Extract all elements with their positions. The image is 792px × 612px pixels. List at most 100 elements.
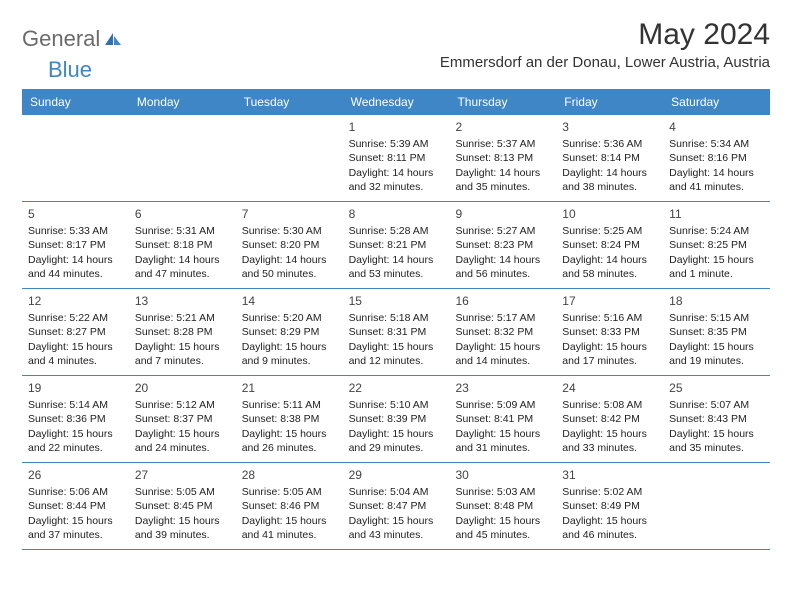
daylight-line: Daylight: 15 hours and 46 minutes. [562,514,657,542]
sunrise-line: Sunrise: 5:11 AM [242,398,337,412]
sunset-line: Sunset: 8:29 PM [242,325,337,339]
brand-part1: General [22,26,100,52]
sunrise-line: Sunrise: 5:33 AM [28,224,123,238]
day-cell-19: 19Sunrise: 5:14 AMSunset: 8:36 PMDayligh… [22,376,129,462]
dayname-monday: Monday [129,89,236,115]
daylight-line: Daylight: 15 hours and 7 minutes. [135,340,230,368]
day-cell-4: 4Sunrise: 5:34 AMSunset: 8:16 PMDaylight… [663,115,770,201]
daylight-line: Daylight: 15 hours and 14 minutes. [455,340,550,368]
day-number: 9 [455,206,550,222]
sunrise-line: Sunrise: 5:14 AM [28,398,123,412]
sunrise-line: Sunrise: 5:05 AM [242,485,337,499]
day-cell-26: 26Sunrise: 5:06 AMSunset: 8:44 PMDayligh… [22,463,129,549]
day-cell-2: 2Sunrise: 5:37 AMSunset: 8:13 PMDaylight… [449,115,556,201]
day-cell-6: 6Sunrise: 5:31 AMSunset: 8:18 PMDaylight… [129,202,236,288]
sunrise-line: Sunrise: 5:04 AM [349,485,444,499]
day-number: 19 [28,380,123,396]
dayname-sunday: Sunday [22,89,129,115]
daylight-line: Daylight: 15 hours and 41 minutes. [242,514,337,542]
day-cell-5: 5 Sunrise: 5:33 AMSunset: 8:17 PMDaylight… [22,202,129,288]
dayname-tuesday: Tuesday [236,89,343,115]
daylight-line: Daylight: 14 hours and 41 minutes. [669,166,764,194]
sunrise-line: Sunrise: 5:09 AM [455,398,550,412]
day-cell-28: 28Sunrise: 5:05 AMSunset: 8:46 PMDayligh… [236,463,343,549]
sunrise-line: Sunrise: 5:07 AM [669,398,764,412]
sunset-line: Sunset: 8:41 PM [455,412,550,426]
sunset-line: Sunset: 8:46 PM [242,499,337,513]
daylight-line: Daylight: 15 hours and 4 minutes. [28,340,123,368]
month-title: May 2024 [440,18,770,52]
day-number: 2 [455,119,550,135]
week-row: 12Sunrise: 5:22 AMSunset: 8:27 PMDayligh… [22,289,770,376]
sunrise-line: Sunrise: 5:25 AM [562,224,657,238]
day-number: 13 [135,293,230,309]
sunrise-line: Sunrise: 5:16 AM [562,311,657,325]
daylight-line: Daylight: 15 hours and 9 minutes. [242,340,337,368]
sunset-line: Sunset: 8:14 PM [562,151,657,165]
sunrise-line: Sunrise: 5:15 AM [669,311,764,325]
day-cell-15: 15Sunrise: 5:18 AMSunset: 8:31 PMDayligh… [343,289,450,375]
day-number: 27 [135,467,230,483]
daylight-line: Daylight: 14 hours and 56 minutes. [455,253,550,281]
day-number: 31 [562,467,657,483]
daylight-line: Daylight: 15 hours and 43 minutes. [349,514,444,542]
sunset-line: Sunset: 8:23 PM [455,238,550,252]
sunset-line: Sunset: 8:35 PM [669,325,764,339]
day-number: 12 [28,293,123,309]
daylight-line: Daylight: 14 hours and 38 minutes. [562,166,657,194]
day-cell-25: 25Sunrise: 5:07 AMSunset: 8:43 PMDayligh… [663,376,770,462]
sunrise-line: Sunrise: 5:31 AM [135,224,230,238]
sunset-line: Sunset: 8:24 PM [562,238,657,252]
day-number: 4 [669,119,764,135]
sunset-line: Sunset: 8:49 PM [562,499,657,513]
daylight-line: Daylight: 15 hours and 24 minutes. [135,427,230,455]
sunrise-line: Sunrise: 5:37 AM [455,137,550,151]
daylight-line: Daylight: 14 hours and 32 minutes. [349,166,444,194]
day-number: 14 [242,293,337,309]
brand-part2-wrap: Blue [48,57,792,83]
day-cell-20: 20Sunrise: 5:12 AMSunset: 8:37 PMDayligh… [129,376,236,462]
daylight-line: Daylight: 14 hours and 58 minutes. [562,253,657,281]
sunrise-line: Sunrise: 5:20 AM [242,311,337,325]
dayname-thursday: Thursday [449,89,556,115]
sunset-line: Sunset: 8:36 PM [28,412,123,426]
day-cell-12: 12Sunrise: 5:22 AMSunset: 8:27 PMDayligh… [22,289,129,375]
daylight-line: Daylight: 15 hours and 45 minutes. [455,514,550,542]
day-cell-21: 21Sunrise: 5:11 AMSunset: 8:38 PMDayligh… [236,376,343,462]
day-number: 16 [455,293,550,309]
sunrise-line: Sunrise: 5:17 AM [455,311,550,325]
day-cell-27: 27Sunrise: 5:05 AMSunset: 8:45 PMDayligh… [129,463,236,549]
sunset-line: Sunset: 8:11 PM [349,151,444,165]
day-number: 5 [28,206,123,222]
sunrise-line: Sunrise: 5:08 AM [562,398,657,412]
day-cell-8: 8Sunrise: 5:28 AMSunset: 8:21 PMDaylight… [343,202,450,288]
day-number: 22 [349,380,444,396]
daylight-line: Daylight: 14 hours and 44 minutes. [28,253,123,281]
day-number: 20 [135,380,230,396]
brand-sail-icon [100,26,123,52]
sunset-line: Sunset: 8:17 PM [28,238,123,252]
sunset-line: Sunset: 8:37 PM [135,412,230,426]
brand-part2: Blue [48,57,92,82]
daylight-line: Daylight: 14 hours and 47 minutes. [135,253,230,281]
daylight-line: Daylight: 14 hours and 53 minutes. [349,253,444,281]
day-cell-16: 16 Sunrise: 5:17 AMSunset: 8:32 PMDayligh… [449,289,556,375]
sunrise-line: Sunrise: 5:18 AM [349,311,444,325]
day-cell-7: 7Sunrise: 5:30 AMSunset: 8:20 PMDaylight… [236,202,343,288]
brand-logo: General [22,26,123,52]
sunrise-line: Sunrise: 5:10 AM [349,398,444,412]
empty-cell [236,115,343,201]
sunrise-line: Sunrise: 5:03 AM [455,485,550,499]
day-number: 30 [455,467,550,483]
sunrise-line: Sunrise: 5:02 AM [562,485,657,499]
calendar: SundayMondayTuesdayWednesdayThursdayFrid… [22,89,770,550]
dayname-friday: Friday [556,89,663,115]
sunset-line: Sunset: 8:43 PM [669,412,764,426]
daylight-line: Daylight: 14 hours and 50 minutes. [242,253,337,281]
sunrise-line: Sunrise: 5:22 AM [28,311,123,325]
sunset-line: Sunset: 8:16 PM [669,151,764,165]
sunset-line: Sunset: 8:32 PM [455,325,550,339]
sunset-line: Sunset: 8:48 PM [455,499,550,513]
daylight-line: Daylight: 15 hours and 29 minutes. [349,427,444,455]
sunset-line: Sunset: 8:42 PM [562,412,657,426]
